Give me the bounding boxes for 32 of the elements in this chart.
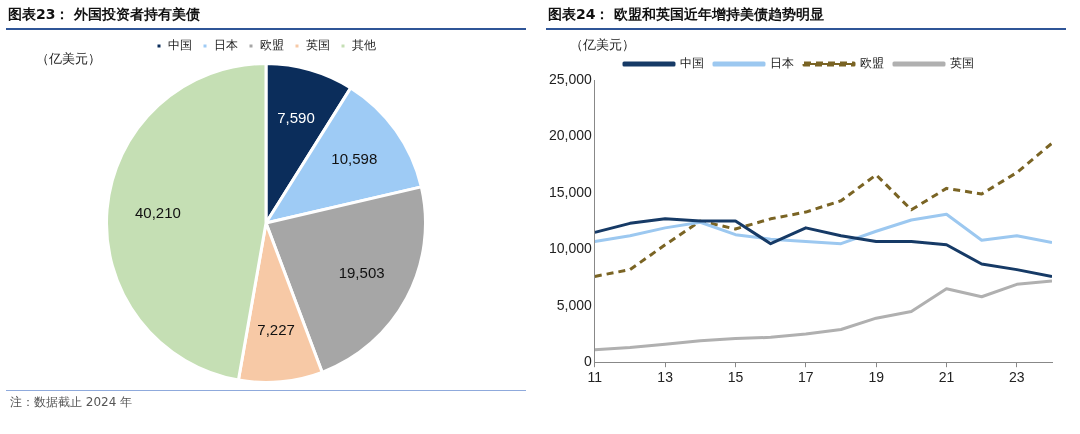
x-tick-label: 21: [938, 369, 955, 386]
y-tick-label: 0: [584, 353, 593, 370]
legend-label: 日本: [214, 38, 238, 53]
y-tick-label: 15,000: [548, 183, 593, 200]
x-tick-label: 17: [798, 369, 814, 386]
legend-label: 欧盟: [260, 38, 284, 53]
legend-label: 中国: [168, 38, 192, 53]
data-label: 7,227: [257, 321, 295, 339]
y-tick-label: 10,000: [548, 240, 593, 257]
chart-title: 图表23： 外国投资者持有美债: [6, 0, 526, 30]
y-axis-title: （亿美元）: [570, 36, 635, 54]
y-tick-label: 20,000: [548, 127, 593, 144]
text: 注：数据截止 2024 年: [6, 390, 526, 414]
data-label: 40,210: [135, 203, 181, 221]
x-tick-label: 13: [657, 369, 674, 386]
data-label: 19,503: [338, 264, 385, 282]
legend-label: 欧盟: [860, 56, 884, 71]
data-label: 7,590: [277, 108, 315, 126]
legend-label: 英国: [306, 38, 330, 53]
x-tick-label: 23: [1009, 369, 1025, 386]
x-tick-label: 11: [587, 369, 603, 386]
y-tick-label: 5,000: [556, 296, 593, 313]
x-tick-label: 19: [868, 369, 885, 386]
legend-label: 日本: [770, 56, 794, 71]
x-tick-label: 15: [727, 369, 744, 386]
y-tick-label: 25,000: [548, 70, 593, 87]
text: （亿美元）: [36, 50, 101, 68]
legend-label: 中国: [680, 56, 704, 71]
legend-label: 英国: [950, 56, 974, 71]
data-label: 10,598: [331, 150, 378, 168]
chart-title: 图表24： 欧盟和英国近年增持美债趋势明显: [546, 0, 1066, 30]
legend-label: 其他: [352, 38, 376, 53]
